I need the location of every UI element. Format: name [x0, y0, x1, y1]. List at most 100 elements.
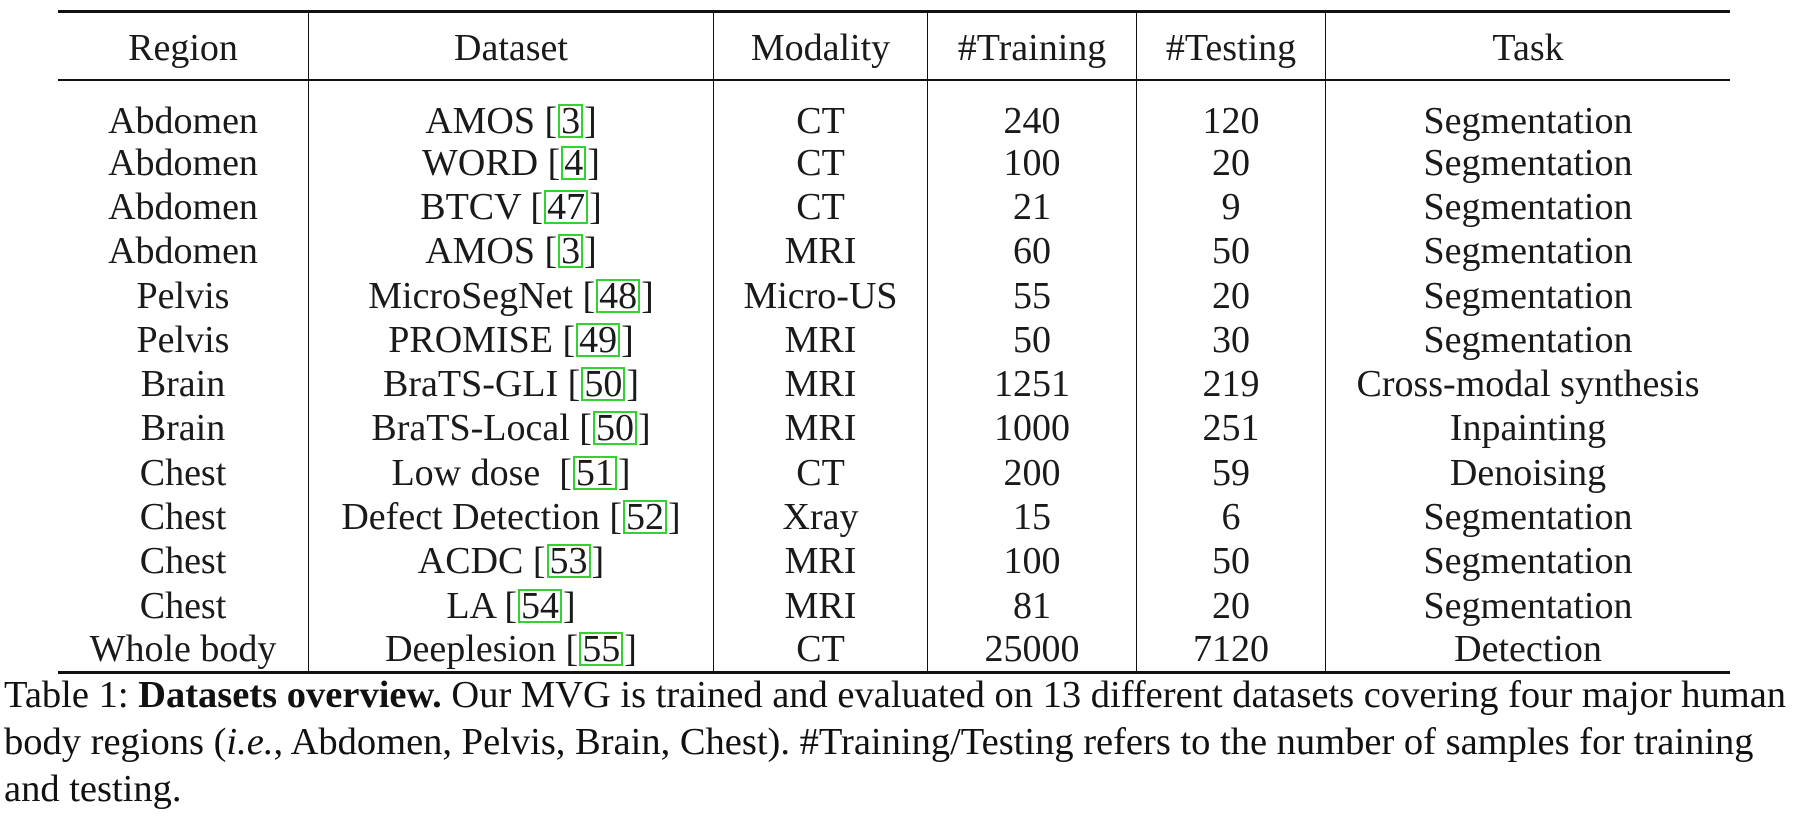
cell-task: Segmentation: [1423, 496, 1633, 539]
cell-modality: CT: [713, 79, 928, 141]
dataset-name: BraTS-Local [: [371, 407, 592, 450]
cell-dataset: MicroSegNet [48]: [308, 273, 714, 318]
citation-link[interactable]: 47: [544, 188, 589, 226]
citation-close-bracket: ]: [584, 230, 597, 273]
cell-testing: 120: [1136, 79, 1326, 141]
cell-training: 240: [927, 79, 1137, 141]
header-modality: Modality: [713, 10, 928, 81]
cell-training: 25000: [927, 627, 1137, 674]
table-row: Abdomen AMOS [3] MRI 60 50 Segmentation: [58, 229, 1730, 274]
cell-modality: CT: [713, 450, 928, 495]
cell-region: Brain: [58, 406, 309, 451]
table-row: Pelvis PROMISE [49] MRI 50 30 Segmentation: [58, 317, 1730, 362]
citation-close-bracket: ]: [617, 451, 631, 494]
table-row: Chest ACDC [53] MRI 100 50 Segmentation: [58, 539, 1730, 584]
cell-dataset: BraTS-GLI [50]: [308, 361, 714, 407]
table-row: Whole body Deeplesion [55] CT 25000 7120 Dete…: [58, 627, 1730, 674]
table-row: Chest LA [54] MRI 81 20 Segmentation: [58, 583, 1730, 628]
caption-title: Datasets overview.: [138, 674, 442, 716]
cell-modality: CT: [713, 627, 928, 674]
cell-region: Abdomen: [58, 229, 309, 274]
cell-testing: 9: [1136, 184, 1326, 230]
citation-close-bracket: ]: [587, 141, 600, 184]
citation-close-bracket: ]: [589, 185, 602, 228]
citation-close-bracket: ]: [626, 363, 639, 406]
citation-link[interactable]: 48: [596, 277, 641, 315]
table-row: Chest Defect Detection [52] Xray 15 6 Segment…: [58, 494, 1730, 540]
cell-region: Chest: [58, 583, 309, 628]
dataset-name: AMOS [: [425, 230, 558, 273]
cell-modality: MRI: [713, 361, 928, 407]
citation-link[interactable]: 51: [572, 454, 617, 492]
citation-link[interactable]: 54: [518, 587, 563, 625]
citation-link[interactable]: 52: [622, 498, 667, 536]
citation-close-bracket: ]: [641, 274, 654, 317]
cell-task: Segmentation: [1423, 318, 1633, 361]
cell-training: 60: [927, 229, 1137, 274]
cell-dataset: BraTS-Local [50]: [308, 406, 714, 451]
cell-task: Cross-modal synthesis: [1356, 363, 1700, 406]
cell-region: Chest: [58, 539, 309, 584]
dataset-name: LA [: [446, 584, 518, 627]
cell-modality: MRI: [713, 583, 928, 628]
dataset-name: Defect Detection [: [341, 496, 622, 539]
cell-testing: 6: [1136, 494, 1326, 540]
citation-link[interactable]: 3: [558, 232, 584, 270]
table-row: Brain BraTS-GLI [50] MRI 1251 219 Cross-modal…: [58, 361, 1730, 407]
header-region: Region: [58, 10, 309, 81]
cell-dataset: PROMISE [49]: [308, 317, 714, 362]
header-training: #Training: [927, 10, 1137, 81]
cell-task: Segmentation: [1423, 230, 1633, 273]
cell-region: Chest: [58, 494, 309, 540]
cell-dataset: ACDC [53]: [308, 539, 714, 584]
cell-dataset: AMOS [3]: [308, 229, 714, 274]
cell-training: 15: [927, 494, 1137, 540]
cell-task: Segmentation: [1423, 99, 1633, 142]
dataset-name: BTCV [: [420, 185, 544, 228]
citation-close-bracket: ]: [667, 496, 681, 539]
dataset-name: WORD [: [422, 141, 561, 184]
caption-label: Table 1:: [4, 674, 139, 716]
cell-testing: 219: [1136, 361, 1326, 407]
citation-link[interactable]: 50: [581, 365, 626, 403]
caption-ie: i.e.: [226, 721, 274, 763]
citation-close-bracket: ]: [637, 407, 651, 450]
dataset-name: PROMISE [: [388, 318, 576, 361]
citation-link[interactable]: 55: [579, 630, 624, 668]
cell-training: 100: [927, 140, 1137, 185]
cell-region: Whole body: [58, 627, 309, 674]
cell-task: Segmentation: [1423, 584, 1633, 627]
cell-region: Brain: [58, 361, 309, 407]
cell-testing: 20: [1136, 273, 1326, 318]
citation-link[interactable]: 3: [558, 102, 584, 140]
citation-close-bracket: ]: [621, 318, 634, 361]
cell-task: Inpainting: [1449, 407, 1607, 450]
cell-task: Denoising: [1449, 451, 1607, 494]
header-task: Task: [1325, 10, 1730, 81]
dataset-name: BraTS-GLI [: [383, 363, 581, 406]
cell-task: Segmentation: [1423, 185, 1633, 228]
cell-testing: 251: [1136, 406, 1326, 451]
citation-close-bracket: ]: [591, 540, 605, 583]
table-row: Brain BraTS-Local [50] MRI 1000 251 Inpaintin…: [58, 406, 1730, 451]
citation-link[interactable]: 49: [576, 321, 621, 359]
cell-modality: MRI: [713, 539, 928, 584]
table-caption: Table 1: Datasets overview. Our MVG is t…: [4, 672, 1794, 813]
cell-training: 1251: [927, 361, 1137, 407]
citation-close-bracket: ]: [624, 628, 637, 671]
citation-link[interactable]: 4: [561, 144, 587, 182]
cell-region: Abdomen: [58, 140, 309, 185]
cell-testing: 30: [1136, 317, 1326, 362]
cell-training: 50: [927, 317, 1137, 362]
header-dataset: Dataset: [308, 10, 714, 81]
cell-testing: 7120: [1136, 627, 1326, 674]
table-row: Chest Low dose [51] CT 200 59 Denoising: [58, 450, 1730, 495]
header-testing: #Testing: [1136, 10, 1326, 81]
cell-modality: Xray: [713, 494, 928, 540]
citation-link[interactable]: 50: [592, 409, 637, 447]
table-row: Abdomen AMOS [3] CT 240 120 Segmentation: [58, 79, 1730, 142]
cell-dataset: Defect Detection [52]: [308, 494, 714, 540]
cell-training: 21: [927, 184, 1137, 230]
citation-link[interactable]: 53: [546, 542, 591, 580]
